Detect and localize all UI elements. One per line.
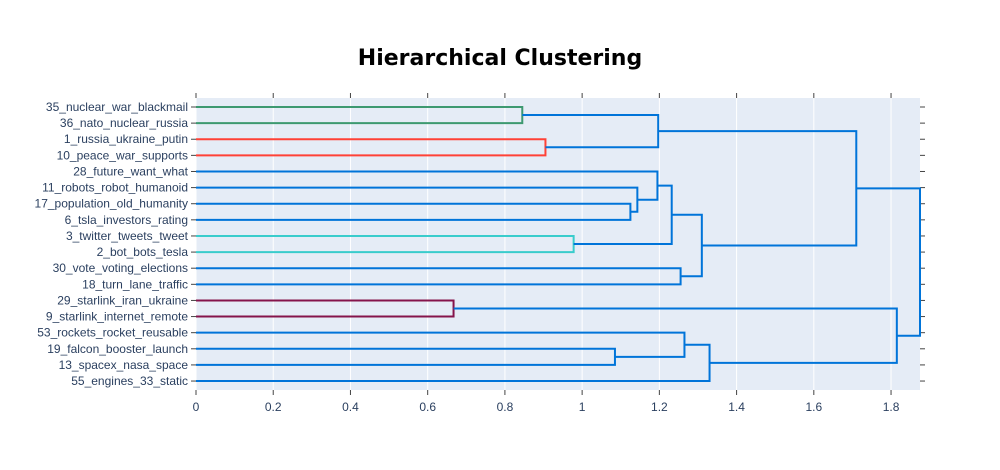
leaf-label: 17_population_old_humanity xyxy=(35,197,188,211)
dendrogram-link xyxy=(196,267,682,286)
dendrogram-link xyxy=(196,343,711,383)
leaf-label: 29_starlink_iran_ukraine xyxy=(57,293,188,307)
axis-ticks xyxy=(191,93,925,395)
x-tick-label: 0.8 xyxy=(497,400,514,414)
leaf-label: 18_turn_lane_traffic xyxy=(82,277,188,291)
x-tick-label: 1.4 xyxy=(728,400,745,414)
leaf-label: 2_bot_bots_tesla xyxy=(97,245,189,259)
x-tick-label: 0.2 xyxy=(265,400,282,414)
leaf-label: 13_spacex_nasa_space xyxy=(59,358,189,372)
leaf-label: 10_peace_war_supports xyxy=(57,148,188,162)
leaf-label: 28_future_want_what xyxy=(73,164,188,178)
leaf-label: 3_twitter_tweets_tweet xyxy=(66,229,189,243)
plot-background xyxy=(196,98,920,390)
dendrogram-link xyxy=(196,186,639,213)
x-tick-label: 1.8 xyxy=(883,400,900,414)
leaf-label: 53_rockets_rocket_reusable xyxy=(37,326,188,340)
leaf-label: 30_vote_voting_elections xyxy=(53,261,188,275)
leaf-label: 1_russia_ukraine_putin xyxy=(64,132,188,146)
dendrogram-link xyxy=(856,187,921,337)
leaf-label: 55_engines_33_static xyxy=(71,374,188,388)
x-tick-label: 1.6 xyxy=(805,400,822,414)
leaf-label: 9_starlink_internet_remote xyxy=(46,310,188,324)
x-tick-label: 1.2 xyxy=(651,400,668,414)
x-axis-tick-labels: 0 0.2 0.4 0.6 0.8 1 1.2 1.4 1.6 1.8 xyxy=(193,400,900,414)
dendrogram-link xyxy=(196,234,575,254)
dendrogram-link xyxy=(573,184,673,246)
leaf-label: 19_falcon_booster_launch xyxy=(47,342,188,356)
leaf-label: 6_tsla_investors_rating xyxy=(65,213,188,227)
leaf-label: 11_robots_robot_humanoid xyxy=(42,181,188,195)
x-tick-label: 0 xyxy=(193,400,200,414)
leaf-labels: 35_nuclear_war_blackmail 36_nato_nuclear_… xyxy=(35,100,189,388)
dendrogram-link xyxy=(196,170,659,201)
leaf-label: 36_nato_nuclear_russia xyxy=(60,116,188,130)
x-tick-label: 1 xyxy=(579,400,586,414)
x-tick-label: 0.4 xyxy=(342,400,359,414)
leaf-label: 35_nuclear_war_blackmail xyxy=(46,100,188,114)
chart-title: Hierarchical Clustering xyxy=(358,46,642,71)
x-tick-label: 0.6 xyxy=(419,400,436,414)
dendrogram-links xyxy=(196,106,921,383)
